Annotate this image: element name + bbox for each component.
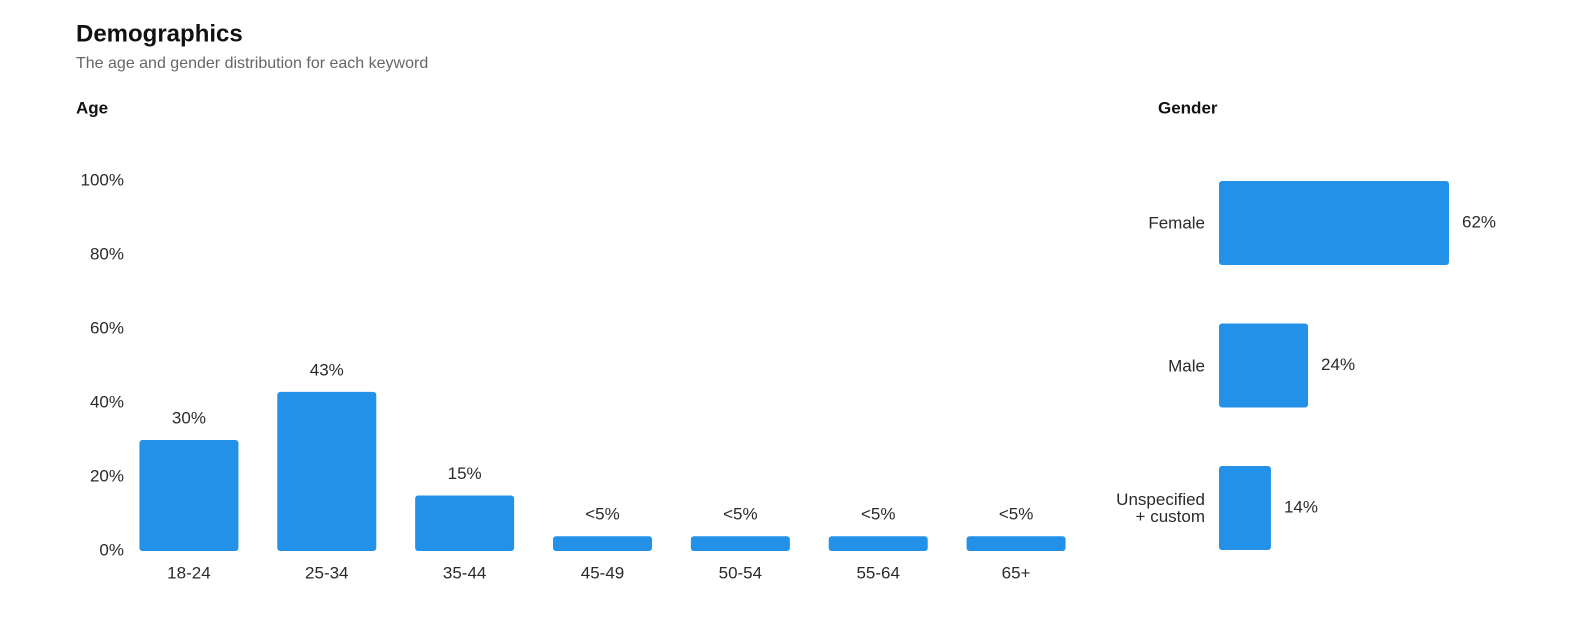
value-label: 62%: [1462, 212, 1496, 231]
y-tick-label: 80%: [90, 244, 124, 263]
y-tick-label: 60%: [90, 318, 124, 337]
bar: [1219, 323, 1309, 408]
y-tick-label: 40%: [90, 392, 124, 411]
bar: [415, 495, 515, 551]
page-subtitle: The age and gender distribution for each…: [76, 55, 428, 72]
y-tick-label: 100%: [81, 170, 124, 189]
value-label: 30%: [172, 408, 206, 427]
y-tick-label: 20%: [90, 466, 124, 485]
value-label: 14%: [1284, 497, 1318, 516]
x-tick-label: 65+: [1002, 563, 1031, 582]
bar: [1219, 466, 1271, 550]
value-label: <5%: [723, 505, 758, 524]
x-tick-label: 35-44: [443, 563, 486, 582]
value-label: 43%: [310, 360, 344, 379]
bar: [1219, 181, 1450, 265]
chart-title: Age: [76, 98, 108, 117]
y-tick-label: 0%: [99, 540, 124, 559]
x-tick-label: 55-64: [856, 563, 899, 582]
value-label: <5%: [585, 505, 620, 524]
page-title: Demographics: [76, 20, 243, 47]
bar: [828, 536, 928, 551]
x-tick-label: 18-24: [167, 563, 210, 582]
x-tick-label: 25-34: [305, 563, 348, 582]
chart-title: Gender: [1158, 98, 1218, 117]
y-tick-label: Male: [1168, 356, 1205, 375]
bar: [690, 536, 790, 551]
y-tick-label: Female: [1148, 213, 1205, 233]
value-label: <5%: [861, 505, 896, 524]
value-label: 24%: [1321, 355, 1355, 374]
value-label: <5%: [999, 505, 1034, 524]
bar: [553, 536, 652, 551]
bar: [277, 391, 377, 551]
x-tick-label: 50-54: [719, 563, 762, 582]
bar: [139, 440, 239, 551]
y-tick-label: Unspecified + custom: [1116, 490, 1205, 526]
bar: [966, 536, 1066, 551]
value-label: 15%: [448, 464, 482, 483]
x-tick-label: 45-49: [581, 563, 624, 582]
